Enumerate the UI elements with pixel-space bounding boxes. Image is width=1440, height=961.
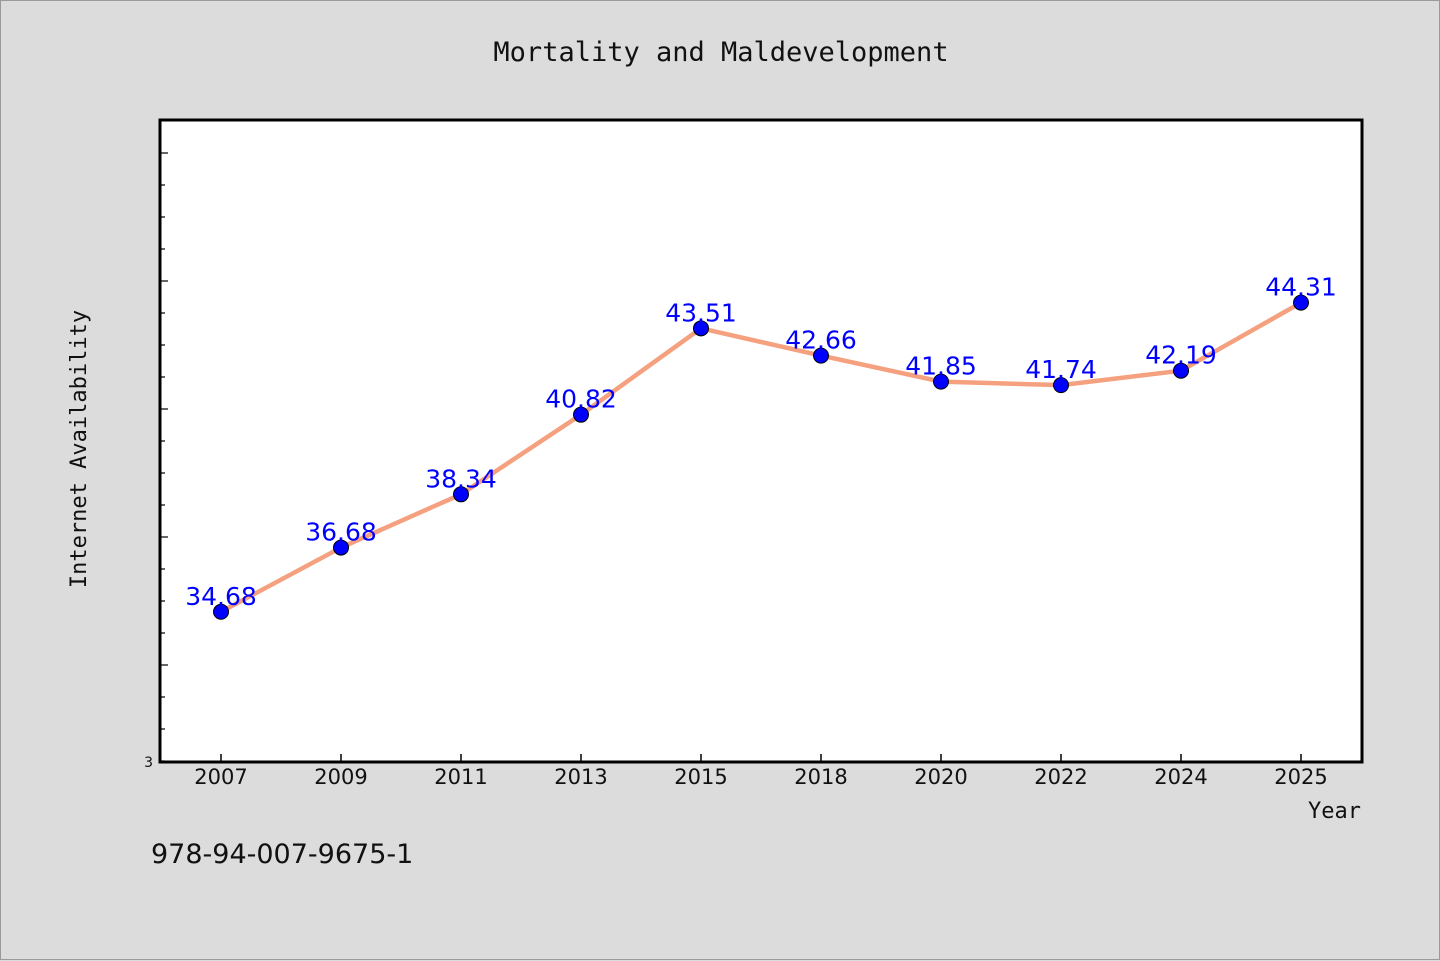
x-tick-label: 2011 (434, 765, 487, 789)
plot-area (158, 118, 1364, 764)
x-tick-label: 2007 (194, 765, 247, 789)
data-point (573, 406, 589, 423)
data-labels: 34.68 36.68 38.34 40.82 43.51 42.66 41.85 41.74… (185, 273, 1337, 611)
y-axis-title: Internet Availability (67, 310, 92, 588)
data-label: 41.85 (905, 352, 977, 381)
data-point (813, 347, 829, 364)
x-tick-label: 2018 (794, 765, 847, 789)
data-label: 41.74 (1025, 355, 1097, 384)
x-tick-label: 2025 (1274, 765, 1327, 789)
data-label: 42.66 (785, 326, 857, 355)
y-axis-ticks (160, 152, 168, 762)
x-axis-title: Year (1308, 799, 1361, 824)
x-tick-label: 2015 (674, 765, 727, 789)
series-line (218, 300, 1304, 615)
data-label: 36.68 (305, 518, 377, 547)
x-tick-label: 2024 (1154, 765, 1207, 789)
data-point (1173, 362, 1189, 379)
data-point (453, 486, 469, 503)
x-tick-label: 2020 (914, 765, 967, 789)
x-tick-label: 2022 (1034, 765, 1087, 789)
data-point (933, 373, 949, 390)
x-tick-label: 2009 (314, 765, 367, 789)
data-markers (213, 294, 1309, 620)
data-point (1053, 377, 1069, 394)
data-label: 42.19 (1145, 341, 1217, 370)
data-label: 40.82 (545, 385, 617, 414)
y-tick-label: 3 (144, 755, 153, 771)
data-point (1293, 294, 1309, 311)
data-point (693, 320, 709, 337)
data-label: 34.68 (185, 582, 257, 611)
data-point (213, 603, 229, 620)
chart-title: Mortality and Maldevelopment (493, 37, 948, 68)
footnote-isbn: 978-94-007-9675-1 (151, 839, 413, 870)
data-label: 43.51 (665, 298, 737, 327)
x-axis-ticks: 2007 2009 2011 2013 2015 2018 2020 2022 2024 2025 (194, 754, 1328, 789)
data-label: 44.31 (1265, 273, 1337, 302)
x-tick-label: 2013 (554, 765, 607, 789)
data-point (333, 539, 349, 556)
data-label: 38.34 (425, 464, 497, 493)
